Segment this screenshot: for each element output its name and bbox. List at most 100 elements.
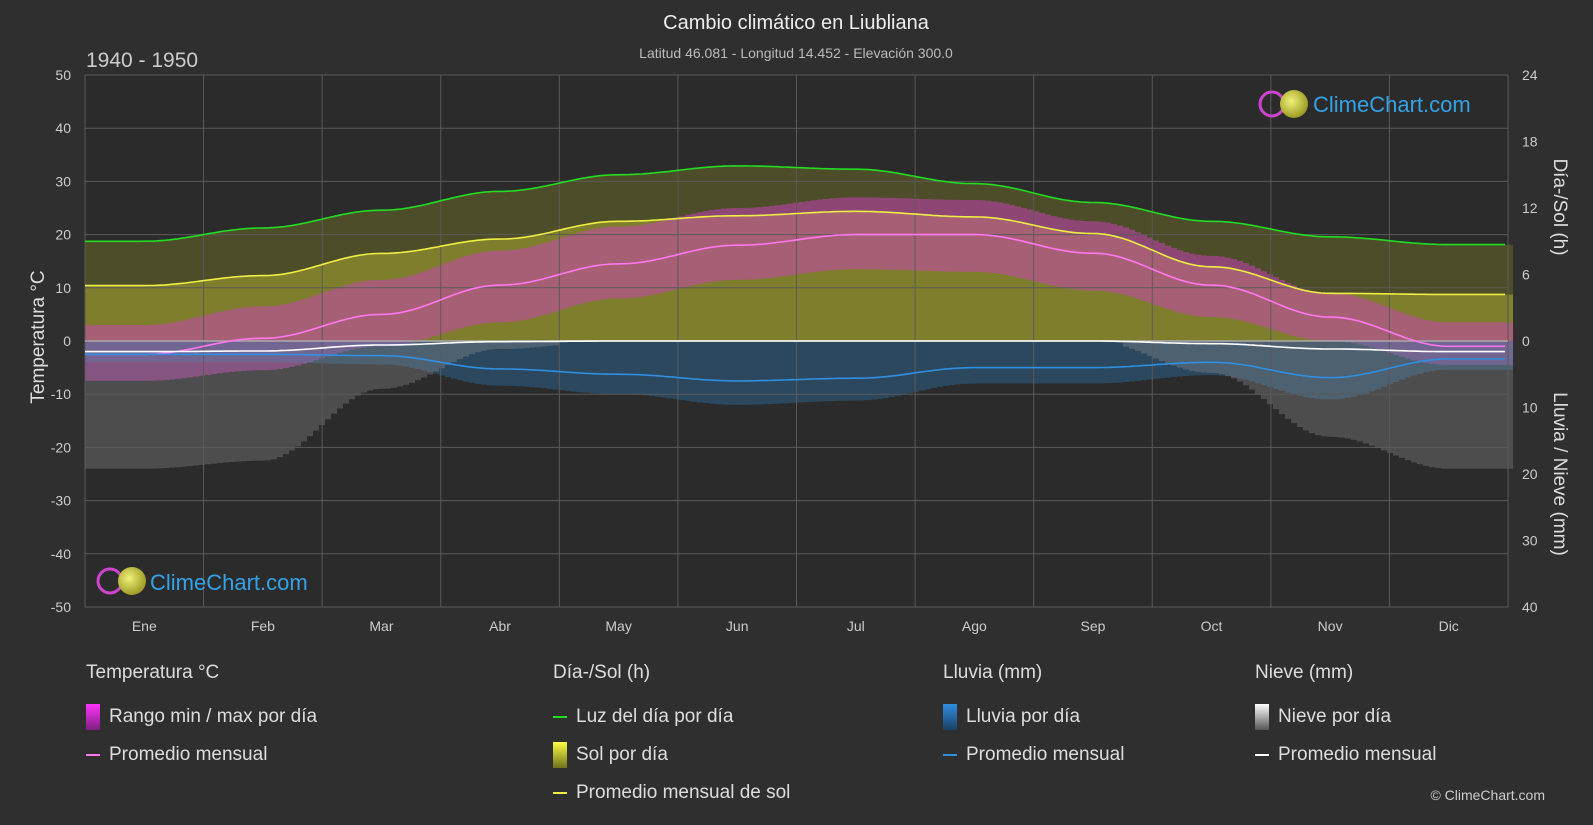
rain-bar (1345, 341, 1351, 398)
temp-range-bar (121, 325, 127, 381)
snow-bar (1483, 341, 1489, 469)
snow-bar (355, 341, 361, 396)
temp-range-bar (1099, 221, 1105, 291)
snow-bar (277, 341, 283, 458)
snow-avg-line (85, 340, 1505, 353)
snow-bar (439, 341, 445, 369)
rain-bar (451, 341, 457, 379)
rain-bar (829, 341, 835, 401)
daylight-bar (1453, 244, 1459, 341)
rain-bar (907, 341, 913, 394)
temp-range-bar (1249, 265, 1255, 324)
snow-bar (469, 341, 475, 355)
rain-bar (1069, 341, 1075, 384)
snow-bar (1231, 341, 1237, 379)
snow-bar (283, 341, 289, 455)
snow-bar (1291, 341, 1297, 424)
brand-text-bottom: ClimeChart.com (150, 570, 308, 595)
rain-bar (1315, 341, 1321, 399)
temp-range-bar (145, 324, 151, 381)
sunshine-bar (829, 211, 835, 341)
sunshine-bar (979, 217, 985, 341)
rain-bar (1411, 341, 1417, 376)
temp-range-bar (1063, 218, 1069, 289)
rain-bar (457, 341, 463, 381)
rain-bar (313, 341, 319, 364)
month-tick-label: Mar (369, 618, 393, 634)
rain-bar (397, 341, 403, 366)
temp-range-bar (1213, 256, 1219, 318)
sunshine-bar (1033, 225, 1039, 341)
temp-range-bar (643, 224, 649, 297)
daylight-bar (1321, 236, 1327, 341)
rain-bar (1339, 341, 1345, 399)
rain-bar (607, 341, 613, 395)
sunshine-bar (181, 283, 187, 341)
rain-bar (871, 341, 877, 400)
rain-bar (1081, 341, 1087, 384)
brand-logo-top[interactable]: ClimeChart.com (1258, 90, 1471, 118)
sunshine-bar (991, 217, 997, 341)
rain-bar (1453, 341, 1459, 370)
snow-bar (445, 341, 451, 366)
rain-bar (1297, 341, 1303, 396)
rain-bar (403, 341, 409, 367)
rain-bar (433, 341, 439, 374)
temp-range-bar (601, 227, 607, 300)
rain-bar (409, 341, 415, 368)
temp-range-bar (883, 197, 889, 270)
sunshine-bar (1015, 221, 1021, 341)
snow-bar (1333, 341, 1339, 437)
rain-bar (379, 341, 385, 365)
brand-logo-bottom[interactable]: ClimeChart.com (96, 567, 308, 595)
rain-bar (997, 341, 1003, 384)
rain-bar (631, 341, 637, 395)
rain-bar (901, 341, 907, 395)
sunshine-bar (163, 284, 169, 341)
rain-bar (769, 341, 775, 404)
rain-bar (1057, 341, 1063, 384)
rain-bar (913, 341, 919, 392)
rain-bar (1093, 341, 1099, 384)
temp-range-bar (811, 200, 817, 273)
rain-bar (763, 341, 769, 405)
rain-bar (1195, 341, 1201, 376)
rain-bar (715, 341, 721, 405)
sunshine-bar (787, 213, 793, 341)
snow-bar (409, 341, 415, 383)
temp-range-bar (385, 279, 391, 347)
rain-bar (973, 341, 979, 384)
temp-range-bar (1381, 305, 1387, 352)
temp-range-bar (1195, 254, 1201, 317)
rain-bar (301, 341, 307, 363)
snow-bar (115, 341, 121, 469)
temp-range-bar (1477, 322, 1483, 365)
rain-swatch-icon (943, 704, 957, 730)
legend-item-snow-avg: Promedio mensual (1255, 736, 1436, 774)
daylight-bar (1327, 236, 1333, 341)
month-tick-label: Ago (962, 618, 987, 634)
temp-range-bar (1405, 314, 1411, 359)
temp-range-bar (337, 287, 343, 353)
rain-bar (877, 341, 883, 399)
legend-label: Promedio mensual (109, 744, 268, 765)
temp-range-bar (379, 279, 385, 347)
rain-bar (757, 341, 763, 405)
temp-range-bar (949, 199, 955, 272)
snow-bar (451, 341, 457, 363)
legend-item-temp-range: Rango min / max por día (86, 698, 317, 736)
temp-range-bar (409, 275, 415, 343)
rain-bar (571, 341, 577, 392)
daylight-bar (1315, 236, 1321, 341)
temp-range-bar (1399, 312, 1405, 357)
sunshine-bar (961, 216, 967, 341)
temp-range-bar (1177, 250, 1183, 313)
rain-bar (1099, 341, 1105, 384)
rain-bar (1429, 341, 1435, 372)
snow-bar (1249, 341, 1255, 390)
sunshine-bar (1429, 294, 1435, 341)
sunshine-bar (859, 211, 865, 341)
sunshine-bar (1459, 294, 1465, 341)
rain-bar (1399, 341, 1405, 380)
sunshine-bar (847, 211, 853, 341)
